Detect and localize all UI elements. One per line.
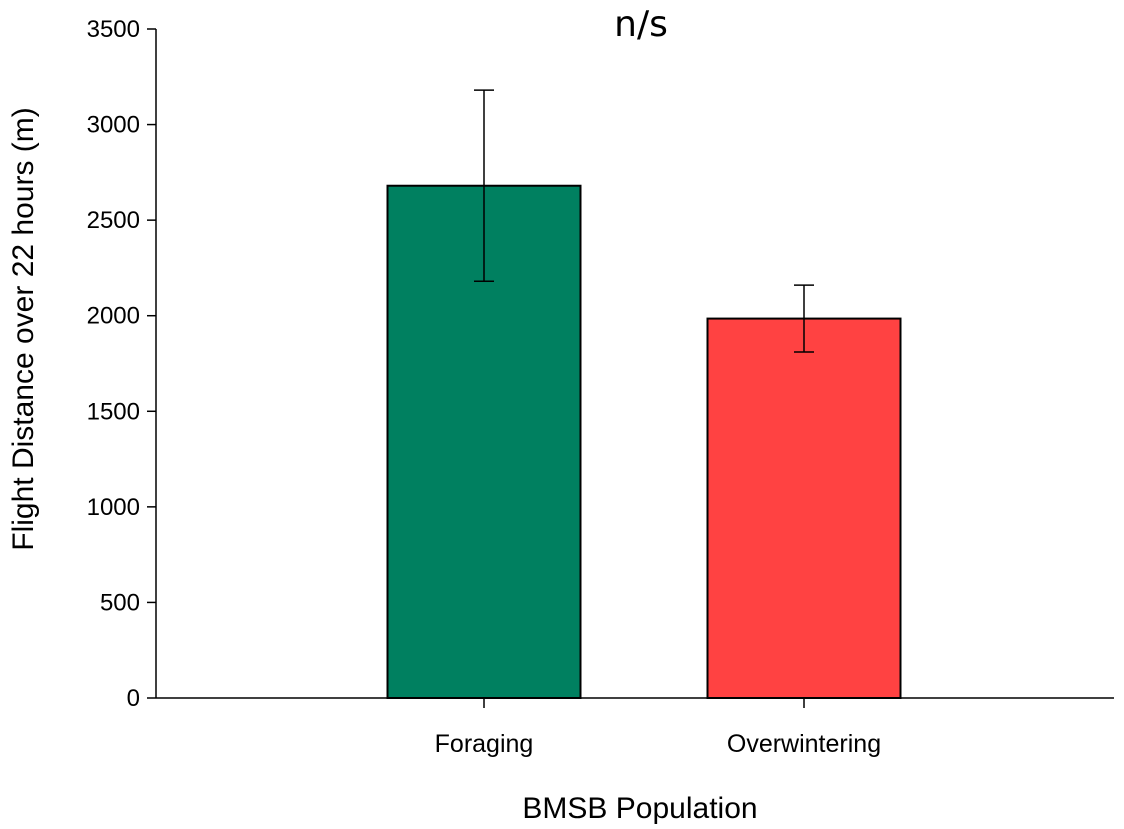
y-tick-label: 0 [127, 685, 140, 712]
y-tick-label: 1000 [87, 494, 140, 521]
y-tick-label: 1500 [87, 398, 140, 425]
significance-annotation: n/s [614, 4, 668, 45]
y-tick-label: 2500 [87, 207, 140, 234]
x-axis-title: BMSB Population [522, 792, 757, 825]
bar-overwintering [706, 317, 902, 699]
y-axis-title: Flight Distance over 22 hours (m) [7, 107, 40, 551]
y-tick-label: 2000 [87, 303, 140, 330]
error-bar-foraging [474, 89, 494, 283]
bars [386, 184, 902, 700]
error-bars [474, 89, 814, 353]
y-tick-label: 3000 [87, 112, 140, 139]
y-tick-label: 500 [100, 589, 140, 616]
y-axis: 0 500 1000 1500 2000 2500 3000 3500 [87, 16, 157, 712]
x-tick-label-foraging: Foraging [435, 730, 534, 758]
y-tick-label: 3500 [87, 16, 140, 43]
error-bar-overwintering [794, 284, 814, 353]
x-tick-label-overwintering: Overwintering [727, 730, 881, 758]
x-axis: Foraging Overwintering [156, 697, 1114, 758]
